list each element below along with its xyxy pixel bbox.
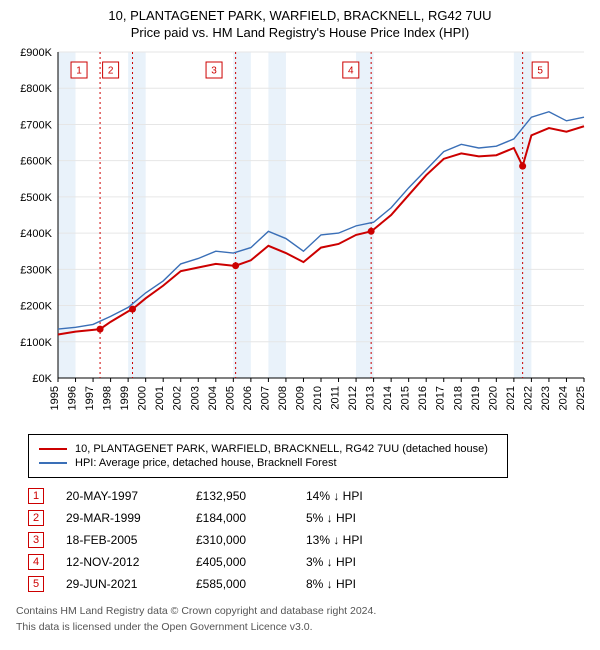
figure-container: 10, PLANTAGENET PARK, WARFIELD, BRACKNEL…: [0, 0, 600, 644]
transaction-price: £405,000: [196, 555, 306, 569]
svg-text:5: 5: [537, 66, 543, 77]
transaction-marker: 3: [28, 532, 44, 548]
legend-swatch-red: [39, 448, 67, 450]
svg-text:2010: 2010: [312, 386, 324, 410]
svg-text:2013: 2013: [365, 386, 377, 410]
svg-text:£100K: £100K: [20, 337, 52, 349]
svg-text:2023: 2023: [540, 386, 552, 410]
svg-text:2020: 2020: [487, 386, 499, 410]
svg-text:2019: 2019: [470, 386, 482, 410]
transaction-marker: 4: [28, 554, 44, 570]
transaction-row: 5 29-JUN-2021£585,0008% ↓ HPI: [28, 576, 590, 592]
svg-text:2009: 2009: [294, 386, 306, 410]
transaction-price: £184,000: [196, 511, 306, 525]
svg-text:1995: 1995: [49, 386, 61, 410]
svg-text:1997: 1997: [84, 386, 96, 410]
transaction-date: 20-MAY-1997: [66, 489, 196, 503]
transaction-date: 18-FEB-2005: [66, 533, 196, 547]
svg-text:£0K: £0K: [32, 373, 52, 385]
transaction-row: 2 29-MAR-1999£184,0005% ↓ HPI: [28, 510, 590, 526]
transaction-delta: 13% ↓ HPI: [306, 533, 416, 547]
legend: 10, PLANTAGENET PARK, WARFIELD, BRACKNEL…: [28, 434, 508, 478]
svg-text:£600K: £600K: [20, 156, 52, 168]
svg-text:2008: 2008: [277, 386, 289, 410]
transaction-delta: 5% ↓ HPI: [306, 511, 416, 525]
svg-text:4: 4: [348, 66, 354, 77]
title-block: 10, PLANTAGENET PARK, WARFIELD, BRACKNEL…: [10, 8, 590, 40]
svg-text:£300K: £300K: [20, 264, 52, 276]
title-line-2: Price paid vs. HM Land Registry's House …: [10, 25, 590, 40]
svg-text:2015: 2015: [400, 386, 412, 410]
transaction-price: £310,000: [196, 533, 306, 547]
disclaimer: Contains HM Land Registry data © Crown c…: [16, 604, 590, 636]
svg-text:2000: 2000: [137, 386, 149, 410]
svg-text:1: 1: [76, 66, 82, 77]
transaction-date: 29-MAR-1999: [66, 511, 196, 525]
svg-text:1999: 1999: [119, 386, 131, 410]
svg-text:2024: 2024: [557, 386, 569, 410]
svg-text:2011: 2011: [330, 386, 342, 410]
svg-text:3: 3: [211, 66, 217, 77]
transaction-date: 29-JUN-2021: [66, 577, 196, 591]
svg-text:2012: 2012: [347, 386, 359, 410]
svg-text:2007: 2007: [259, 386, 271, 410]
svg-text:£700K: £700K: [20, 119, 52, 131]
svg-text:1998: 1998: [102, 386, 114, 410]
svg-text:2004: 2004: [207, 386, 219, 410]
transaction-marker: 5: [28, 576, 44, 592]
transaction-row: 4 12-NOV-2012£405,0003% ↓ HPI: [28, 554, 590, 570]
svg-text:2005: 2005: [224, 386, 236, 410]
svg-text:£900K: £900K: [20, 47, 52, 59]
svg-text:2002: 2002: [172, 386, 184, 410]
svg-text:£500K: £500K: [20, 192, 52, 204]
legend-row-1: 10, PLANTAGENET PARK, WARFIELD, BRACKNEL…: [39, 443, 497, 455]
svg-text:2017: 2017: [435, 386, 447, 410]
svg-text:1996: 1996: [67, 386, 79, 410]
legend-row-2: HPI: Average price, detached house, Brac…: [39, 457, 497, 469]
svg-text:2001: 2001: [154, 386, 166, 410]
transaction-delta: 3% ↓ HPI: [306, 555, 416, 569]
transaction-delta: 14% ↓ HPI: [306, 489, 416, 503]
legend-swatch-blue: [39, 462, 67, 464]
transaction-marker: 2: [28, 510, 44, 526]
transaction-delta: 8% ↓ HPI: [306, 577, 416, 591]
svg-text:2: 2: [108, 66, 114, 77]
transactions-table: 1 20-MAY-1997£132,95014% ↓ HPI 2 29-MAR-199…: [28, 488, 590, 592]
legend-label-1: 10, PLANTAGENET PARK, WARFIELD, BRACKNEL…: [75, 443, 488, 455]
svg-text:2003: 2003: [189, 386, 201, 410]
transaction-row: 3 18-FEB-2005£310,00013% ↓ HPI: [28, 532, 590, 548]
svg-text:2006: 2006: [242, 386, 254, 410]
transaction-row: 1 20-MAY-1997£132,95014% ↓ HPI: [28, 488, 590, 504]
svg-text:2022: 2022: [522, 386, 534, 410]
svg-text:2016: 2016: [417, 386, 429, 410]
svg-text:£200K: £200K: [20, 301, 52, 313]
legend-label-2: HPI: Average price, detached house, Brac…: [75, 457, 337, 469]
svg-text:2014: 2014: [382, 386, 394, 410]
transaction-price: £132,950: [196, 489, 306, 503]
transaction-date: 12-NOV-2012: [66, 555, 196, 569]
svg-text:£400K: £400K: [20, 228, 52, 240]
transaction-price: £585,000: [196, 577, 306, 591]
svg-text:2021: 2021: [505, 386, 517, 410]
title-line-1: 10, PLANTAGENET PARK, WARFIELD, BRACKNEL…: [10, 8, 590, 23]
svg-text:£800K: £800K: [20, 83, 52, 95]
chart-svg: £0K £100K £200K £300K £400K £500K £600K £700K £8…: [10, 46, 590, 426]
svg-text:2025: 2025: [575, 386, 587, 410]
disclaimer-line-1: Contains HM Land Registry data © Crown c…: [16, 604, 590, 620]
chart: £0K £100K £200K £300K £400K £500K £600K £700K £8…: [10, 46, 590, 426]
svg-text:2018: 2018: [452, 386, 464, 410]
disclaimer-line-2: This data is licensed under the Open Gov…: [16, 620, 590, 636]
transaction-marker: 1: [28, 488, 44, 504]
